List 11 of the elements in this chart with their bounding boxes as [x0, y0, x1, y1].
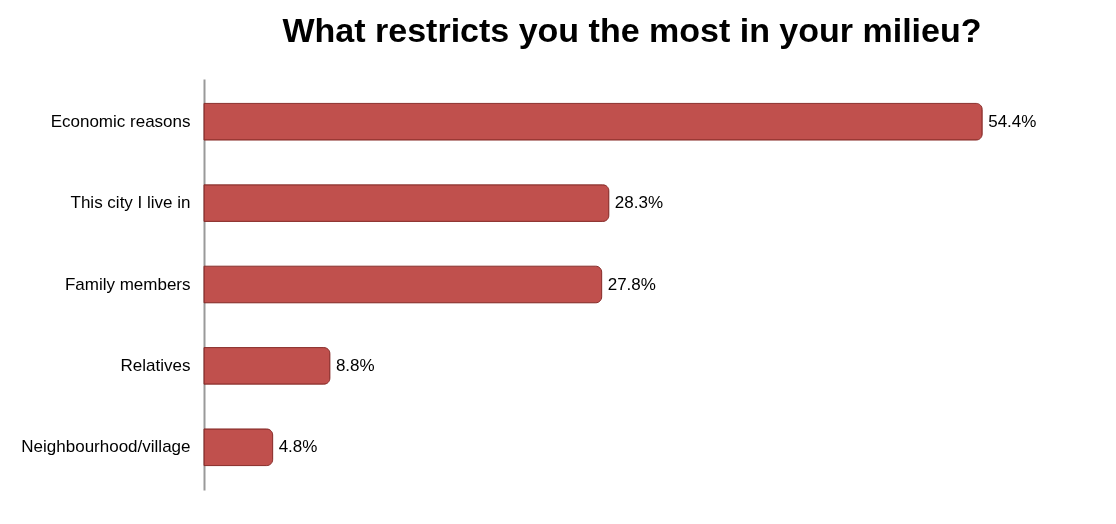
y-tick-label: Relatives: [120, 355, 191, 375]
y-tick-label: Economic reasons: [50, 111, 191, 131]
y-tick-label: Family members: [64, 274, 191, 294]
data-label: 4.8%: [278, 437, 318, 457]
data-label: 8.8%: [335, 355, 375, 375]
data-label: 27.8%: [607, 274, 656, 294]
y-tick-label: This city I live in: [70, 193, 191, 213]
data-label: 28.3%: [614, 193, 664, 213]
data-label: 54.4%: [988, 111, 1037, 131]
chart-title: What restricts you the most in your milieu?: [282, 11, 982, 49]
y-tick-label: Neighbourhood/village: [21, 437, 191, 457]
